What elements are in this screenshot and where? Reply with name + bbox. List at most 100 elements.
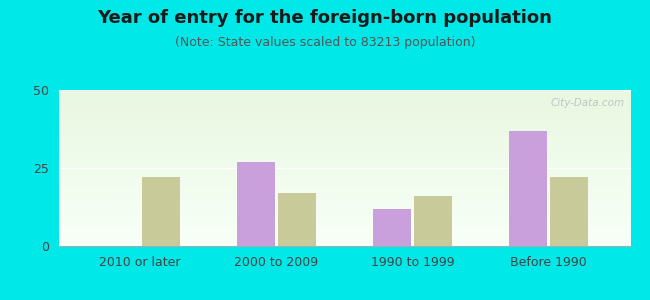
Bar xyxy=(373,208,411,246)
Bar xyxy=(58,212,630,213)
Bar xyxy=(58,146,630,148)
Bar xyxy=(58,95,630,96)
Bar xyxy=(58,201,630,202)
Bar xyxy=(58,204,630,206)
Bar xyxy=(58,243,630,244)
Bar xyxy=(58,187,630,188)
Bar xyxy=(58,213,630,215)
Bar xyxy=(58,110,630,112)
Bar xyxy=(58,182,630,184)
Bar xyxy=(58,238,630,240)
Bar xyxy=(278,193,316,246)
Bar xyxy=(58,232,630,233)
Bar xyxy=(58,194,630,196)
Bar xyxy=(142,177,179,246)
Bar xyxy=(58,112,630,113)
Bar xyxy=(58,107,630,109)
Bar xyxy=(58,184,630,185)
Bar xyxy=(58,113,630,115)
Bar xyxy=(58,103,630,104)
Bar xyxy=(58,109,630,110)
Bar xyxy=(58,190,630,191)
Bar xyxy=(58,181,630,182)
Bar xyxy=(58,185,630,187)
Bar xyxy=(58,169,630,171)
Bar xyxy=(58,106,630,107)
Bar xyxy=(58,168,630,170)
Bar xyxy=(58,138,630,140)
Bar xyxy=(58,98,630,99)
Bar xyxy=(58,165,630,166)
Bar xyxy=(58,92,630,93)
Bar xyxy=(58,191,630,193)
Bar xyxy=(58,215,630,216)
Bar xyxy=(58,155,630,157)
Bar xyxy=(58,174,630,176)
Bar xyxy=(58,227,630,229)
Bar xyxy=(58,128,630,129)
Bar xyxy=(58,171,630,173)
Bar xyxy=(58,162,630,163)
Bar xyxy=(58,143,630,145)
Bar xyxy=(58,116,630,118)
Bar xyxy=(58,129,630,130)
Bar xyxy=(58,134,630,135)
Bar xyxy=(58,93,630,95)
Bar xyxy=(58,173,630,174)
Text: City-Data.com: City-Data.com xyxy=(551,98,625,108)
Bar xyxy=(58,159,630,160)
Bar xyxy=(58,202,630,204)
Bar xyxy=(510,130,547,246)
Bar xyxy=(550,177,588,246)
Bar xyxy=(58,118,630,120)
Bar xyxy=(58,179,630,181)
Bar xyxy=(58,196,630,198)
Text: (Note: State values scaled to 83213 population): (Note: State values scaled to 83213 popu… xyxy=(175,36,475,49)
Bar xyxy=(58,224,630,226)
Text: Year of entry for the foreign-born population: Year of entry for the foreign-born popul… xyxy=(98,9,552,27)
Bar xyxy=(58,177,630,179)
Bar xyxy=(58,207,630,208)
Bar xyxy=(58,233,630,235)
Bar xyxy=(58,237,630,238)
Bar xyxy=(58,167,630,168)
Bar xyxy=(58,115,630,116)
Bar xyxy=(58,140,630,142)
Bar xyxy=(58,151,630,152)
Bar xyxy=(58,235,630,237)
Bar xyxy=(58,199,630,201)
Bar xyxy=(58,241,630,243)
Bar xyxy=(58,154,630,155)
Bar xyxy=(58,130,630,132)
Bar xyxy=(58,240,630,241)
Bar xyxy=(58,104,630,106)
Bar xyxy=(58,218,630,220)
Bar xyxy=(58,226,630,227)
Bar xyxy=(58,149,630,151)
Bar xyxy=(58,221,630,223)
Bar xyxy=(58,160,630,162)
Bar xyxy=(58,142,630,143)
Bar xyxy=(58,137,630,138)
Bar xyxy=(58,198,630,199)
Bar xyxy=(58,157,630,159)
Bar xyxy=(58,176,630,177)
Bar xyxy=(58,220,630,221)
Bar xyxy=(58,216,630,218)
Bar xyxy=(58,163,630,165)
Bar xyxy=(58,132,630,134)
Bar xyxy=(58,99,630,101)
Bar xyxy=(58,135,630,137)
Bar xyxy=(58,96,630,98)
Bar xyxy=(58,148,630,149)
Bar xyxy=(58,230,630,232)
Bar xyxy=(58,90,630,92)
Bar xyxy=(58,206,630,207)
Bar xyxy=(58,124,630,126)
Bar xyxy=(58,244,630,246)
Bar xyxy=(58,145,630,146)
Bar xyxy=(58,188,630,190)
Bar xyxy=(58,210,630,212)
Bar xyxy=(58,152,630,154)
Bar xyxy=(58,193,630,194)
